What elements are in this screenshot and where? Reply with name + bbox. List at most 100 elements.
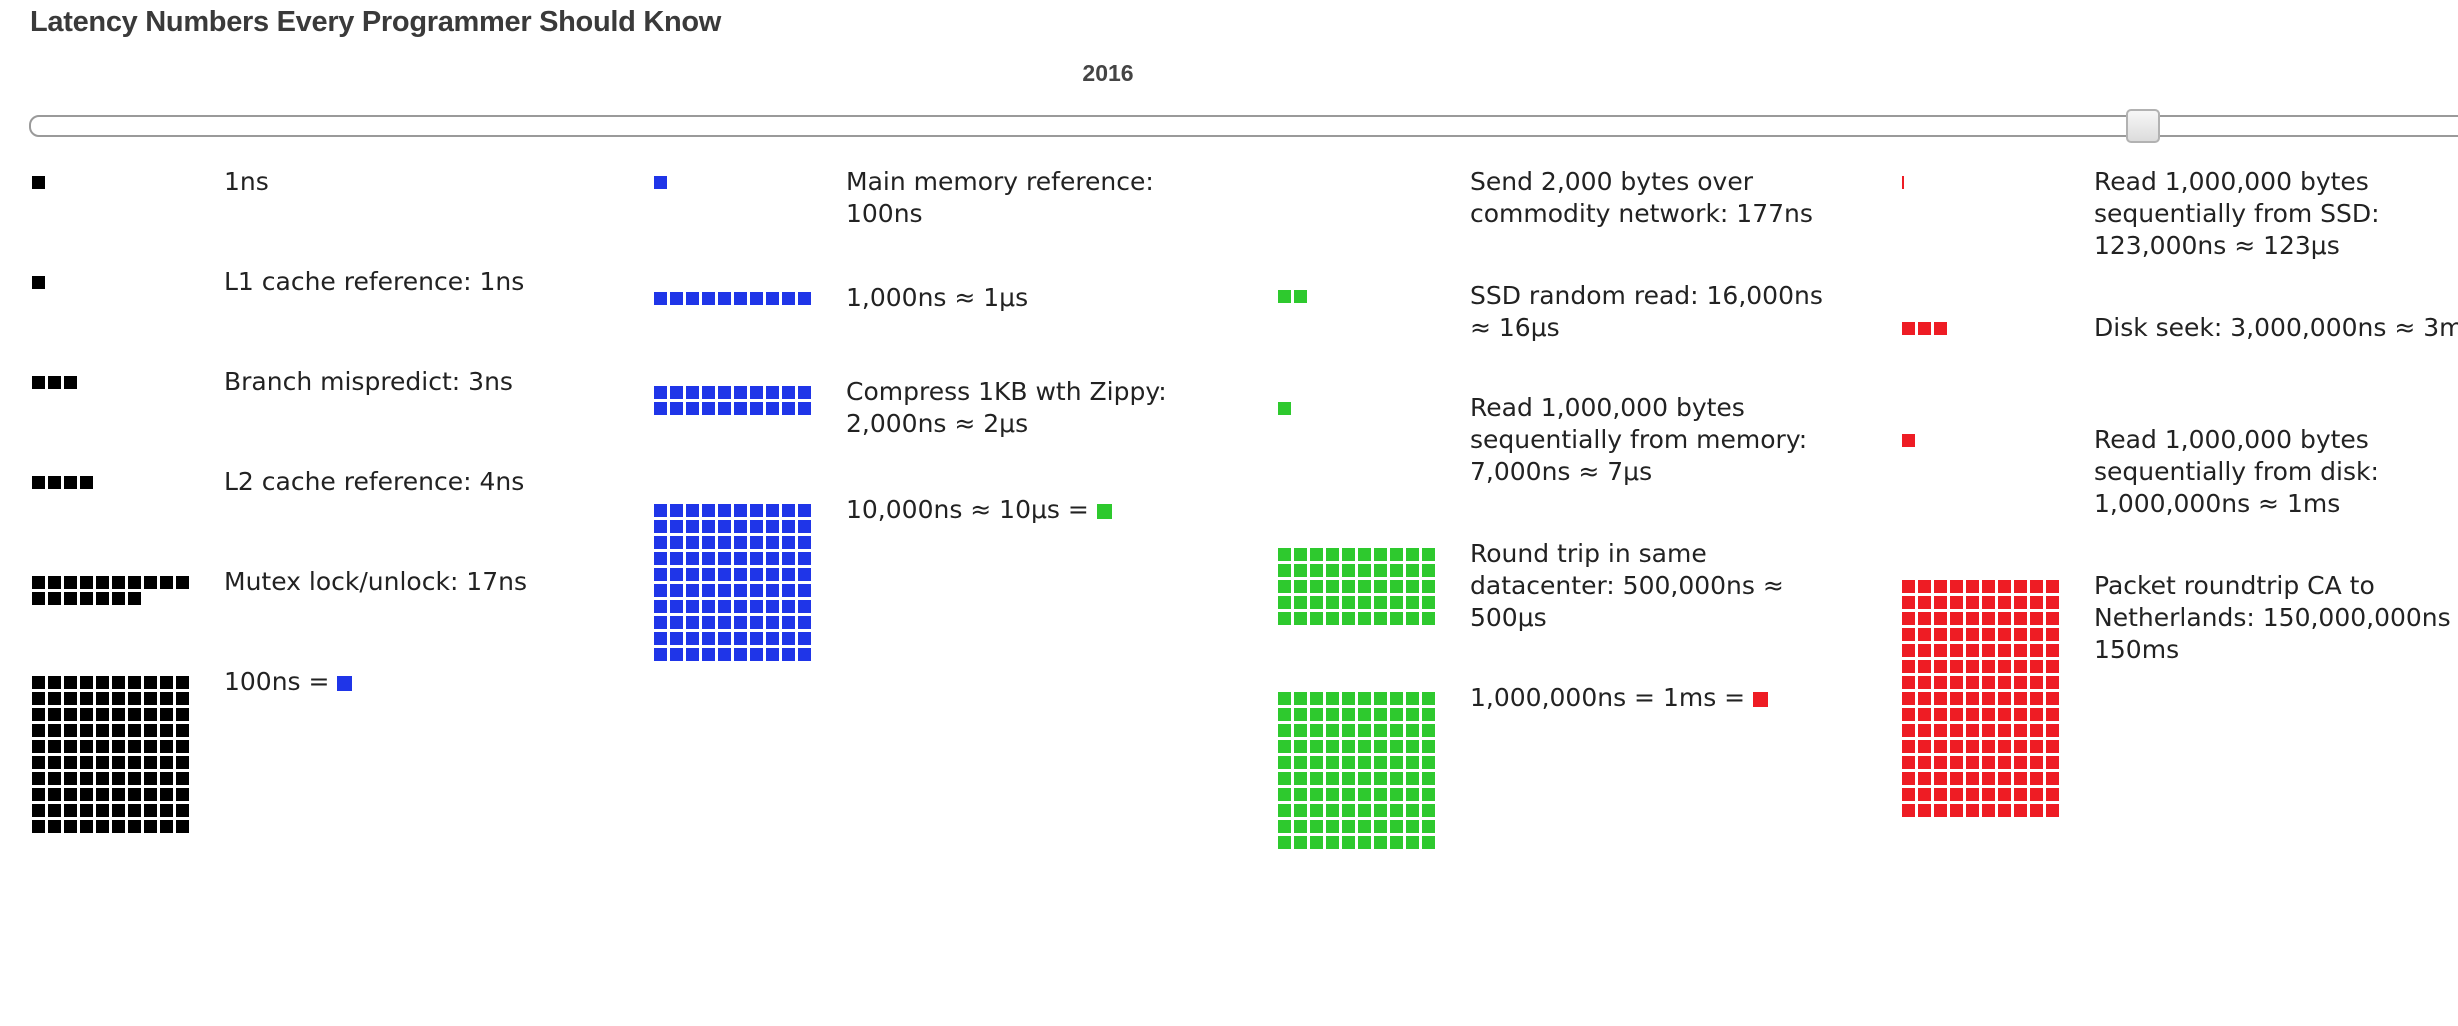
latency-square <box>1950 612 1963 625</box>
latency-square <box>702 584 715 597</box>
latency-square <box>1966 740 1979 753</box>
latency-square <box>1278 804 1291 817</box>
latency-square <box>96 788 109 801</box>
latency-square <box>1326 836 1339 849</box>
latency-square <box>112 576 125 589</box>
latency-square <box>734 536 747 549</box>
latency-square <box>1358 820 1371 833</box>
latency-square <box>782 600 795 613</box>
latency-square-grid <box>654 292 818 308</box>
latency-square <box>1966 580 1979 593</box>
latency-square <box>80 592 93 605</box>
latency-square-grid <box>654 504 818 664</box>
latency-square <box>654 568 667 581</box>
latency-square <box>1390 708 1403 721</box>
latency-square <box>734 552 747 565</box>
latency-square <box>670 386 683 399</box>
latency-square <box>1918 724 1931 737</box>
latency-square <box>1934 644 1947 657</box>
latency-square <box>2030 804 2043 817</box>
latency-square <box>80 676 93 689</box>
latency-square <box>766 402 779 415</box>
latency-square <box>2030 596 2043 609</box>
latency-square <box>1406 708 1419 721</box>
latency-square <box>1374 804 1387 817</box>
unit-swatch-icon <box>337 676 353 691</box>
latency-square <box>654 632 667 645</box>
latency-label-text: 10,000ns ≈ 10μs = <box>846 495 1089 524</box>
latency-square <box>798 632 811 645</box>
latency-square <box>1918 708 1931 721</box>
latency-square <box>1278 402 1291 415</box>
latency-square <box>1326 564 1339 577</box>
latency-square <box>2014 804 2027 817</box>
latency-square <box>1310 724 1323 737</box>
latency-square <box>1358 564 1371 577</box>
latency-square <box>1310 772 1323 785</box>
latency-square <box>144 772 157 785</box>
latency-square <box>1342 724 1355 737</box>
latency-square <box>1310 548 1323 561</box>
latency-square <box>1310 836 1323 849</box>
latency-square <box>702 600 715 613</box>
latency-square <box>1934 580 1947 593</box>
latency-square <box>718 552 731 565</box>
year-slider-track[interactable] <box>29 115 2458 137</box>
latency-square <box>32 820 45 833</box>
latency-square <box>32 708 45 721</box>
latency-label: Branch mispredict: 3ns <box>224 366 604 398</box>
latency-square <box>798 386 811 399</box>
latency-square <box>702 648 715 661</box>
latency-label: Compress 1KB wth Zippy: 2,000ns ≈ 2μs <box>846 376 1226 440</box>
latency-label-text: Read 1,000,000 bytes sequentially from m… <box>1470 393 1808 486</box>
latency-square <box>128 820 141 833</box>
latency-square <box>1422 596 1435 609</box>
unit-swatch-icon <box>1753 692 1769 707</box>
latency-square <box>670 552 683 565</box>
latency-square <box>64 788 77 801</box>
latency-square <box>1278 740 1291 753</box>
latency-square <box>1358 724 1371 737</box>
latency-square <box>1342 772 1355 785</box>
latency-square <box>654 600 667 613</box>
latency-square <box>48 708 61 721</box>
latency-square <box>798 520 811 533</box>
latency-square <box>1278 580 1291 593</box>
latency-square <box>718 520 731 533</box>
latency-square <box>160 708 173 721</box>
latency-square <box>1998 676 2011 689</box>
latency-square <box>798 568 811 581</box>
latency-square <box>2046 740 2059 753</box>
latency-square <box>1934 628 1947 641</box>
latency-square <box>80 788 93 801</box>
latency-square <box>160 788 173 801</box>
latency-square <box>1406 724 1419 737</box>
latency-square <box>1950 692 1963 705</box>
latency-square <box>1902 628 1915 641</box>
latency-square <box>1326 692 1339 705</box>
latency-label-text: Main memory reference: 100ns <box>846 167 1154 228</box>
latency-square <box>654 536 667 549</box>
year-slider-handle[interactable] <box>2126 109 2160 143</box>
latency-square <box>670 504 683 517</box>
latency-square <box>96 740 109 753</box>
latency-square <box>1390 612 1403 625</box>
latency-square <box>112 592 125 605</box>
latency-square <box>96 708 109 721</box>
latency-square <box>1422 708 1435 721</box>
latency-square <box>1902 580 1915 593</box>
latency-square <box>1982 676 1995 689</box>
latency-square <box>96 576 109 589</box>
latency-square <box>686 292 699 305</box>
latency-square <box>48 772 61 785</box>
latency-square <box>1998 740 2011 753</box>
latency-square <box>782 520 795 533</box>
latency-square <box>1406 788 1419 801</box>
latency-square <box>64 820 77 833</box>
latency-square <box>160 772 173 785</box>
latency-square <box>2046 724 2059 737</box>
latency-square <box>2014 756 2027 769</box>
latency-square <box>766 616 779 629</box>
latency-square <box>96 692 109 705</box>
latency-square <box>32 592 45 605</box>
